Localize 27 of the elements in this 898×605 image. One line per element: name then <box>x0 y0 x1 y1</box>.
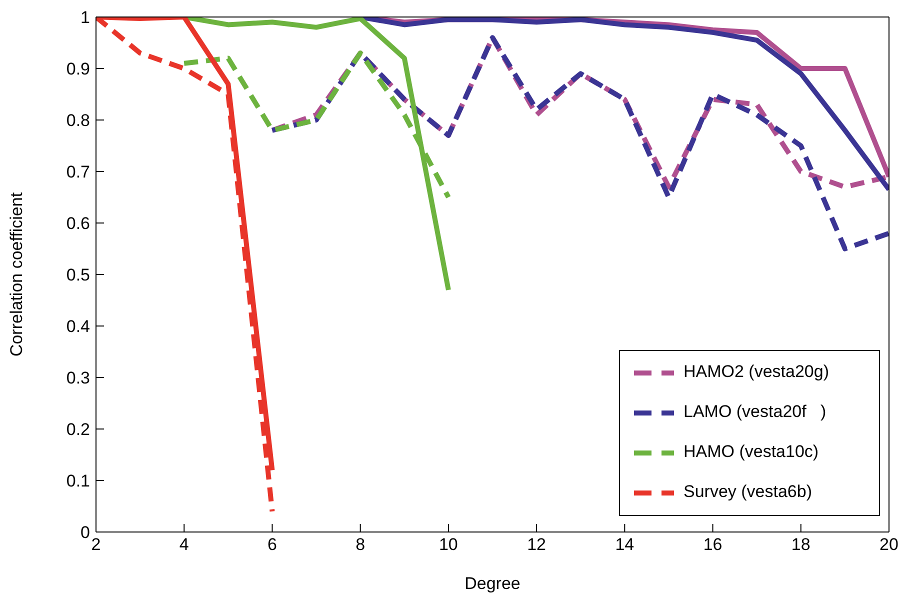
y-axis-title: Correlation coefficient <box>7 192 26 357</box>
x-tick-label: 12 <box>527 535 546 554</box>
y-tick-label: 0 <box>80 523 90 542</box>
legend-label: LAMO (vesta20f ) <box>684 402 826 422</box>
y-tick-label: 0.9 <box>66 60 90 79</box>
y-tick-label: 0.8 <box>66 111 90 130</box>
x-tick-label: 10 <box>438 535 458 554</box>
x-tick-label: 18 <box>791 535 810 554</box>
y-tick-label: 0.3 <box>66 368 90 388</box>
x-tick-label: 4 <box>179 535 189 554</box>
x-tick-label: 6 <box>267 535 277 554</box>
legend-label: HAMO2 (vesta20g) <box>684 362 829 382</box>
x-tick-label: 16 <box>703 535 722 554</box>
y-tick-label: 0.5 <box>66 266 90 285</box>
x-axis-title: Degree <box>464 574 520 593</box>
legend-label: Survey (vesta6b) <box>684 482 812 502</box>
y-tick-label: 0.7 <box>66 162 90 182</box>
x-tick-label: 14 <box>615 535 634 554</box>
y-tick-label: 1 <box>80 8 90 28</box>
x-tick-label: 2 <box>91 535 101 554</box>
y-tick-label: 0.6 <box>66 214 90 234</box>
x-tick-label: 8 <box>356 535 366 554</box>
legend-label: HAMO (vesta10c) <box>684 442 819 462</box>
y-tick-label: 0.1 <box>66 472 90 491</box>
y-tick-label: 0.2 <box>66 420 90 440</box>
y-tick-label: 0.4 <box>66 317 90 336</box>
x-tick-label: 20 <box>880 535 898 554</box>
